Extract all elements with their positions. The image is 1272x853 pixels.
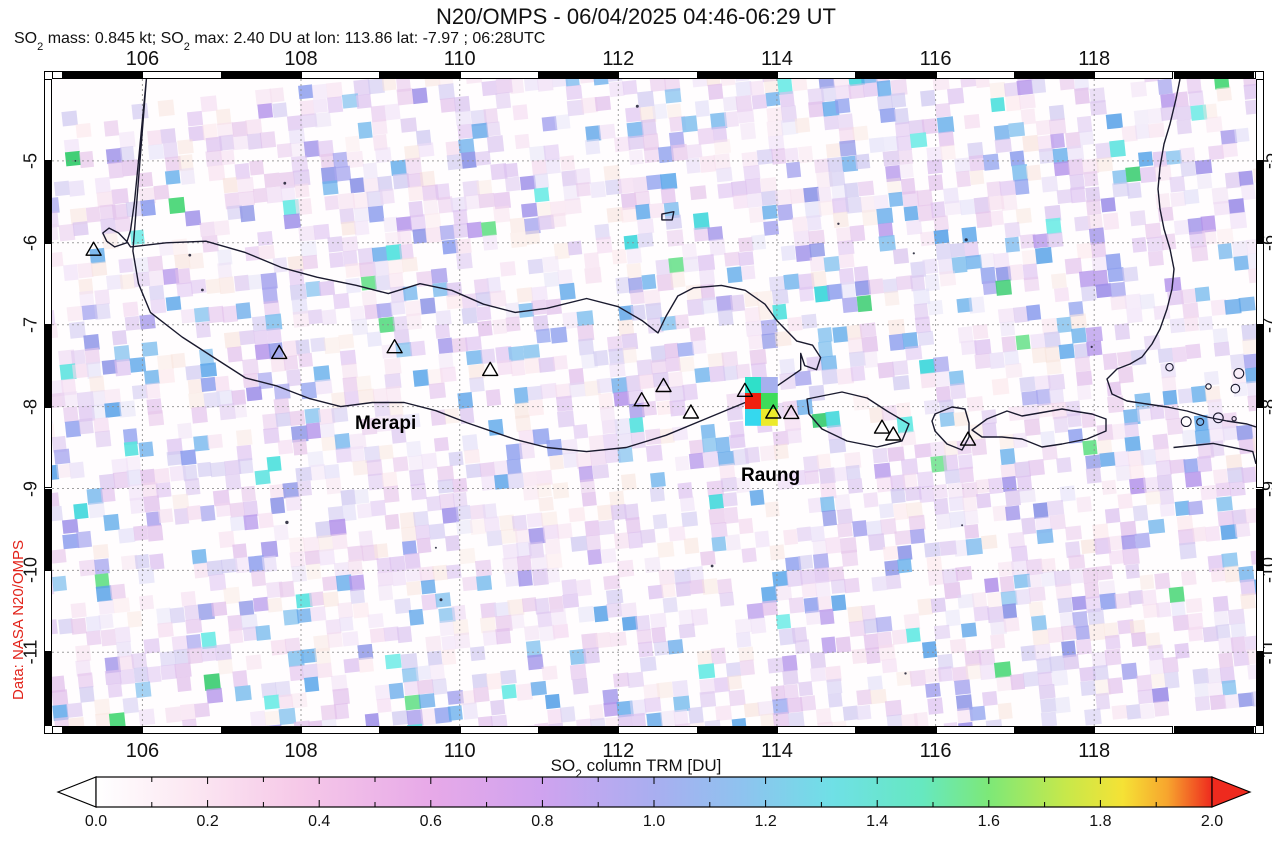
svg-text:Merapi: Merapi <box>355 413 416 434</box>
svg-text:Raung: Raung <box>741 465 800 486</box>
